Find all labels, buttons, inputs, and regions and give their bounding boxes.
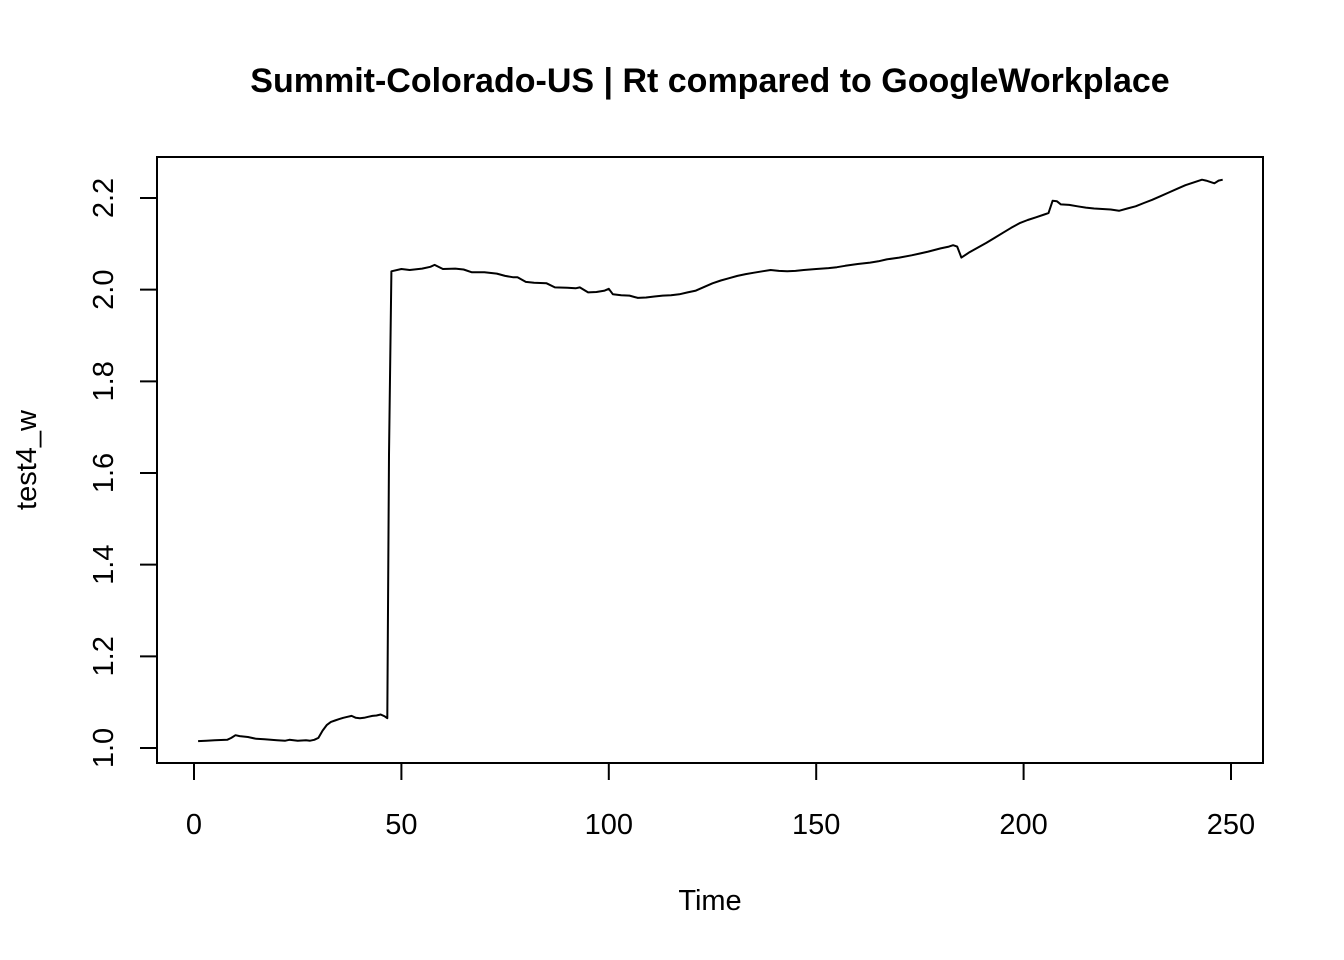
chart-title: Summit-Colorado-US | Rt compared to Goog… (250, 62, 1169, 100)
y-tick-label: 1.6 (88, 453, 120, 493)
x-tick-label: 200 (999, 809, 1047, 841)
x-axis: 0 50 100 150 200 250 (186, 762, 1255, 841)
y-tick-label: 1.0 (88, 728, 120, 768)
y-tick-label: 1.2 (88, 636, 120, 676)
plot-frame (156, 156, 1264, 764)
x-tick-label: 0 (186, 809, 202, 841)
x-tick-label: 100 (585, 809, 633, 841)
y-tick-label: 2.2 (88, 178, 120, 218)
y-axis-label: test4_w (11, 409, 43, 510)
y-axis: 1.0 1.2 1.4 1.6 1.8 2.0 2.2 (88, 178, 158, 768)
y-tick-label: 1.4 (88, 545, 120, 585)
y-tick-label: 2.0 (88, 270, 120, 310)
x-axis-label: Time (678, 885, 741, 917)
x-tick-label: 50 (385, 809, 417, 841)
y-tick-label: 1.8 (88, 361, 120, 401)
x-tick-label: 250 (1207, 809, 1255, 841)
x-tick-label: 150 (792, 809, 840, 841)
series-line (198, 178, 1223, 743)
